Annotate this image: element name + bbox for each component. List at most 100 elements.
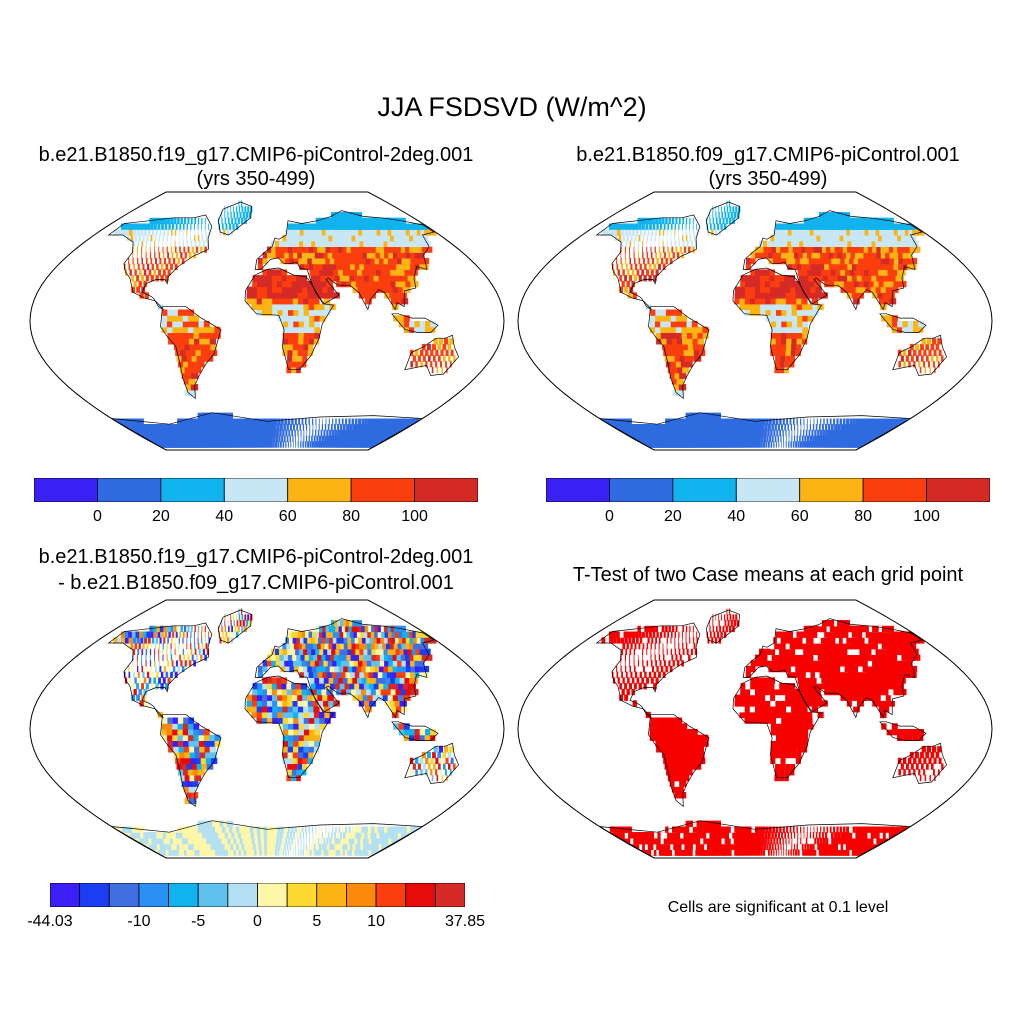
coastline-antarctica — [599, 412, 912, 450]
map-border — [29, 599, 505, 859]
coastline-australia — [404, 742, 460, 784]
colorbar-swatch — [546, 478, 610, 502]
colorbar-swatch — [414, 478, 478, 502]
colorbar-swatch — [609, 478, 674, 502]
panel-title-bottom-left-line1: b.e21.B1850.f19_g17.CMIP6-piControl-2deg… — [38, 546, 474, 568]
panel-title-top-left-line2: (yrs 350-499) — [196, 168, 316, 190]
colorbar-swatch — [735, 478, 801, 502]
colorbar-swatch — [346, 883, 377, 907]
colorbar-swatch — [50, 883, 81, 907]
coastline-antarctica — [111, 412, 424, 450]
colorbar-swatch — [34, 478, 98, 502]
colorbar-swatch — [108, 883, 140, 907]
map-panel-top-left — [29, 191, 505, 451]
coastline-australia — [892, 334, 948, 376]
colorbar-tick-label: 80 — [342, 508, 361, 525]
colorbar-swatch — [434, 883, 465, 907]
coastline-greenland — [705, 201, 740, 236]
colorbar-swatch — [97, 478, 162, 502]
coastline-samerica — [160, 714, 222, 808]
colorbar-tick-label: 40 — [727, 508, 746, 525]
coastline-indonesia — [879, 721, 927, 741]
coastline-australia — [892, 742, 948, 784]
colorbar-tick-label: -5 — [191, 913, 206, 930]
colorbar-swatch — [257, 883, 288, 907]
coastline-eurasia — [254, 210, 435, 311]
colorbar-tick-label: 0 — [92, 508, 102, 525]
panel-title-bottom-right: T-Test of two Case means at each grid po… — [572, 564, 964, 586]
coastline-antarctica — [111, 820, 424, 858]
coastline-indonesia — [391, 721, 439, 741]
coastline-eurasia — [742, 210, 923, 311]
colorbar-tick-label: 20 — [663, 508, 682, 525]
map-top-left — [107, 200, 460, 450]
colorbar-tick-label: 100 — [913, 508, 940, 525]
coastline-greenland — [217, 609, 252, 644]
coastline-namerica — [595, 214, 701, 310]
figure-title: JJA FSDSVD (W/m^2) — [377, 92, 647, 122]
colorbar-tick-label: 60 — [790, 508, 809, 525]
coastline-eurasia — [254, 618, 435, 719]
map-bottom-right — [595, 608, 948, 858]
map-border — [517, 191, 993, 451]
coastline-eurasia — [742, 618, 923, 719]
colorbar-swatch — [862, 478, 927, 502]
colorbar-tick-label: 60 — [278, 508, 297, 525]
coastline-indonesia — [879, 313, 927, 333]
coastline-samerica — [648, 306, 710, 400]
colorbar-swatch — [138, 883, 169, 907]
panel-title-top-right-line1: b.e21.B1850.f09_g17.CMIP6-piControl.001 — [576, 144, 960, 166]
colorbar-tick-label: 0 — [604, 508, 614, 525]
colorbar-swatch — [926, 478, 990, 502]
panel-title-bottom-left-line2: - b.e21.B1850.f09_g17.CMIP6-piControl.00… — [58, 572, 454, 594]
coastline-africa — [244, 675, 335, 779]
colorbar-tick-label: 20 — [151, 508, 170, 525]
coastline-namerica — [595, 622, 701, 718]
coastline-greenland — [217, 201, 252, 236]
colorbar-swatch — [405, 883, 436, 907]
coastline-africa — [732, 675, 823, 779]
colorbar-swatch — [286, 883, 318, 907]
coastline-indonesia — [391, 313, 439, 333]
significance-caption: Cells are significant at 0.1 level — [667, 899, 889, 916]
map-panel-top-right — [517, 191, 993, 451]
panel-title-top-right-line2: (yrs 350-499) — [708, 168, 828, 190]
colorbar-top-left: 0 20 40 60 80 100 — [34, 478, 478, 525]
coastline-africa — [732, 267, 823, 371]
coastline-antarctica — [599, 820, 912, 858]
coastline-australia — [404, 334, 460, 376]
colorbar-tick-label: 0 — [253, 913, 262, 930]
panel-title-top-left-line1: b.e21.B1850.f19_g17.CMIP6-piControl-2deg… — [38, 144, 474, 166]
coastline-samerica — [648, 714, 710, 808]
colorbar-swatch — [227, 883, 258, 907]
coastline-africa — [244, 267, 335, 371]
colorbar-bottom-left: -44.03 -10 -5 0 5 10 37.85 — [27, 883, 485, 930]
coastline-greenland — [705, 609, 740, 644]
colorbar-tick-label: 80 — [854, 508, 873, 525]
colorbar-swatch — [672, 478, 737, 502]
map-panel-bottom-right — [517, 599, 993, 859]
colorbar-swatch — [287, 478, 352, 502]
colorbar-tick-label: 37.85 — [444, 913, 486, 930]
colorbar-swatch — [197, 883, 229, 907]
colorbar-swatch — [375, 883, 407, 907]
colorbar-tick-label: -44.03 — [27, 913, 73, 930]
colorbar-tick-label: -10 — [127, 913, 151, 930]
colorbar-top-right: 0 20 40 60 80 100 — [546, 478, 990, 525]
map-border — [29, 191, 505, 451]
colorbar-tick-label: 10 — [367, 913, 385, 930]
map-top-right — [595, 200, 948, 450]
colorbar-swatch — [168, 883, 199, 907]
coastline-namerica — [107, 622, 213, 718]
map-border — [517, 599, 993, 859]
colorbar-swatch — [160, 478, 225, 502]
colorbar-tick-label: 100 — [401, 508, 428, 525]
colorbar-tick-label: 40 — [215, 508, 234, 525]
colorbar-tick-label: 5 — [312, 913, 322, 930]
colorbar-swatch — [350, 478, 415, 502]
map-panel-bottom-left — [29, 599, 505, 859]
colorbar-swatch — [316, 883, 347, 907]
coastline-samerica — [160, 306, 222, 400]
coastline-namerica — [107, 214, 213, 310]
colorbar-swatch — [799, 478, 864, 502]
